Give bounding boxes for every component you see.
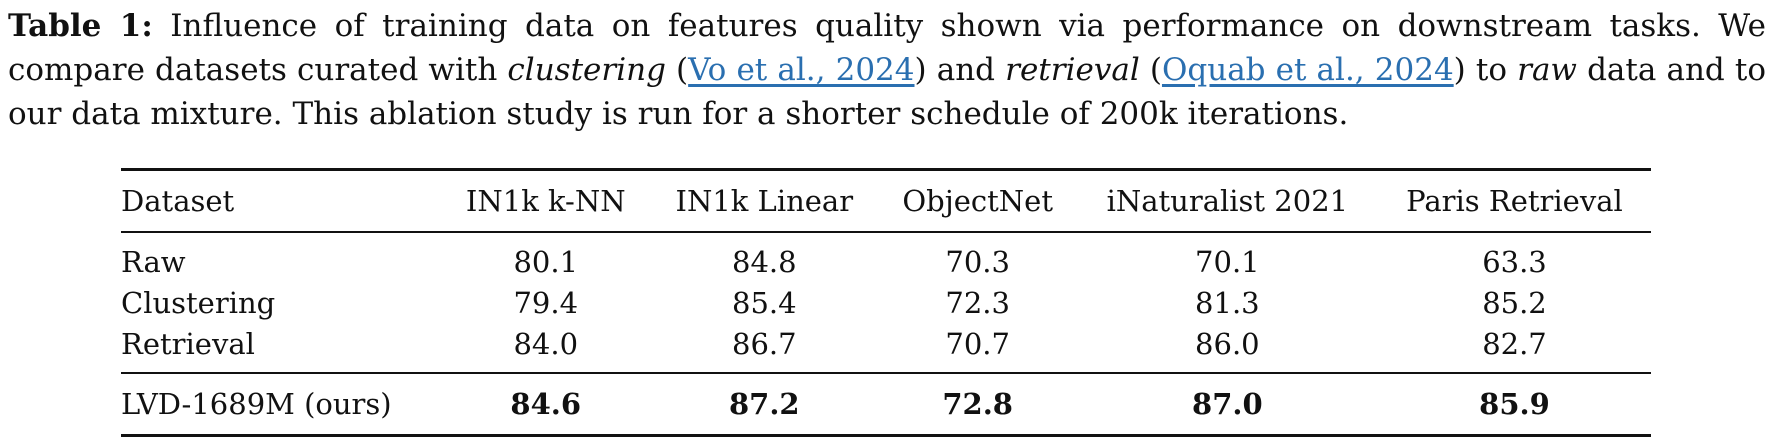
table-row: Raw 80.1 84.8 70.3 70.1 63.3 xyxy=(121,232,1651,282)
caption-text: ( xyxy=(1139,52,1162,88)
results-table: Dataset IN1k k-NN IN1k Linear ObjectNet … xyxy=(121,168,1651,437)
table-cell: 86.0 xyxy=(1195,326,1260,361)
caption-text: Influence of training data on features q… xyxy=(8,8,1766,88)
caption-label: Table 1: xyxy=(8,8,153,44)
header-paris-retrieval: Paris Retrieval xyxy=(1377,168,1651,233)
table-row-ours: LVD-1689M (ours) 84.6 87.2 72.8 87.0 85.… xyxy=(121,372,1651,437)
citation-link-vo[interactable]: Vo et al., 2024 xyxy=(688,52,915,88)
table-cell: 84.0 xyxy=(513,326,579,361)
table-cell: 80.1 xyxy=(513,244,579,279)
row-label: LVD-1689M (ours) xyxy=(121,372,442,437)
table-cell-best: 87.0 xyxy=(1076,372,1378,437)
table-cell: 70.7 xyxy=(945,326,1010,361)
row-label: Raw xyxy=(121,244,186,279)
results-table-wrapper: Dataset IN1k k-NN IN1k Linear ObjectNet … xyxy=(121,168,1651,437)
table-cell: 81.3 xyxy=(1195,285,1260,320)
table-cell: 85.2 xyxy=(1482,285,1547,320)
caption-text: ) to xyxy=(1453,52,1518,88)
table-cell: 70.1 xyxy=(1195,244,1260,279)
caption-text: data and to our data mixture. This ablat… xyxy=(8,52,1766,132)
table-header-row: Dataset IN1k k-NN IN1k Linear ObjectNet … xyxy=(121,168,1651,233)
header-objectnet: ObjectNet xyxy=(878,168,1077,233)
table-cell: 79.4 xyxy=(513,285,579,320)
table-cell: 63.3 xyxy=(1482,244,1547,279)
header-in1k-linear: IN1k Linear xyxy=(649,168,879,233)
caption-text: ) and xyxy=(914,52,1006,88)
caption-term-clustering: clustering xyxy=(507,52,666,88)
header-dataset: Dataset xyxy=(121,168,442,233)
row-label: Retrieval xyxy=(121,326,255,361)
table-cell-best: 87.2 xyxy=(649,372,879,437)
table-cell: 72.3 xyxy=(945,285,1010,320)
table-cell-best: 85.9 xyxy=(1377,372,1651,437)
table-row: Retrieval 84.0 86.7 70.7 86.0 82.7 xyxy=(121,323,1651,373)
table-cell: 84.8 xyxy=(732,244,797,279)
table-row: Clustering 79.4 85.4 72.3 81.3 85.2 xyxy=(121,282,1651,323)
table-cell-best: 84.6 xyxy=(441,372,650,437)
caption-term-retrieval: retrieval xyxy=(1005,52,1140,88)
table-cell: 70.3 xyxy=(945,244,1010,279)
table-cell: 85.4 xyxy=(732,285,797,320)
header-inaturalist: iNaturalist 2021 xyxy=(1076,168,1378,233)
caption-text: ( xyxy=(665,52,689,88)
caption-term-raw: raw xyxy=(1517,52,1577,88)
row-label: Clustering xyxy=(121,285,276,320)
table-cell-best: 72.8 xyxy=(878,372,1077,437)
table-caption: Table 1: Influence of training data on f… xyxy=(8,4,1766,136)
header-in1k-knn: IN1k k-NN xyxy=(441,168,650,233)
table-cell: 82.7 xyxy=(1482,326,1547,361)
citation-link-oquab[interactable]: Oquab et al., 2024 xyxy=(1161,52,1454,88)
table-cell: 86.7 xyxy=(732,326,797,361)
